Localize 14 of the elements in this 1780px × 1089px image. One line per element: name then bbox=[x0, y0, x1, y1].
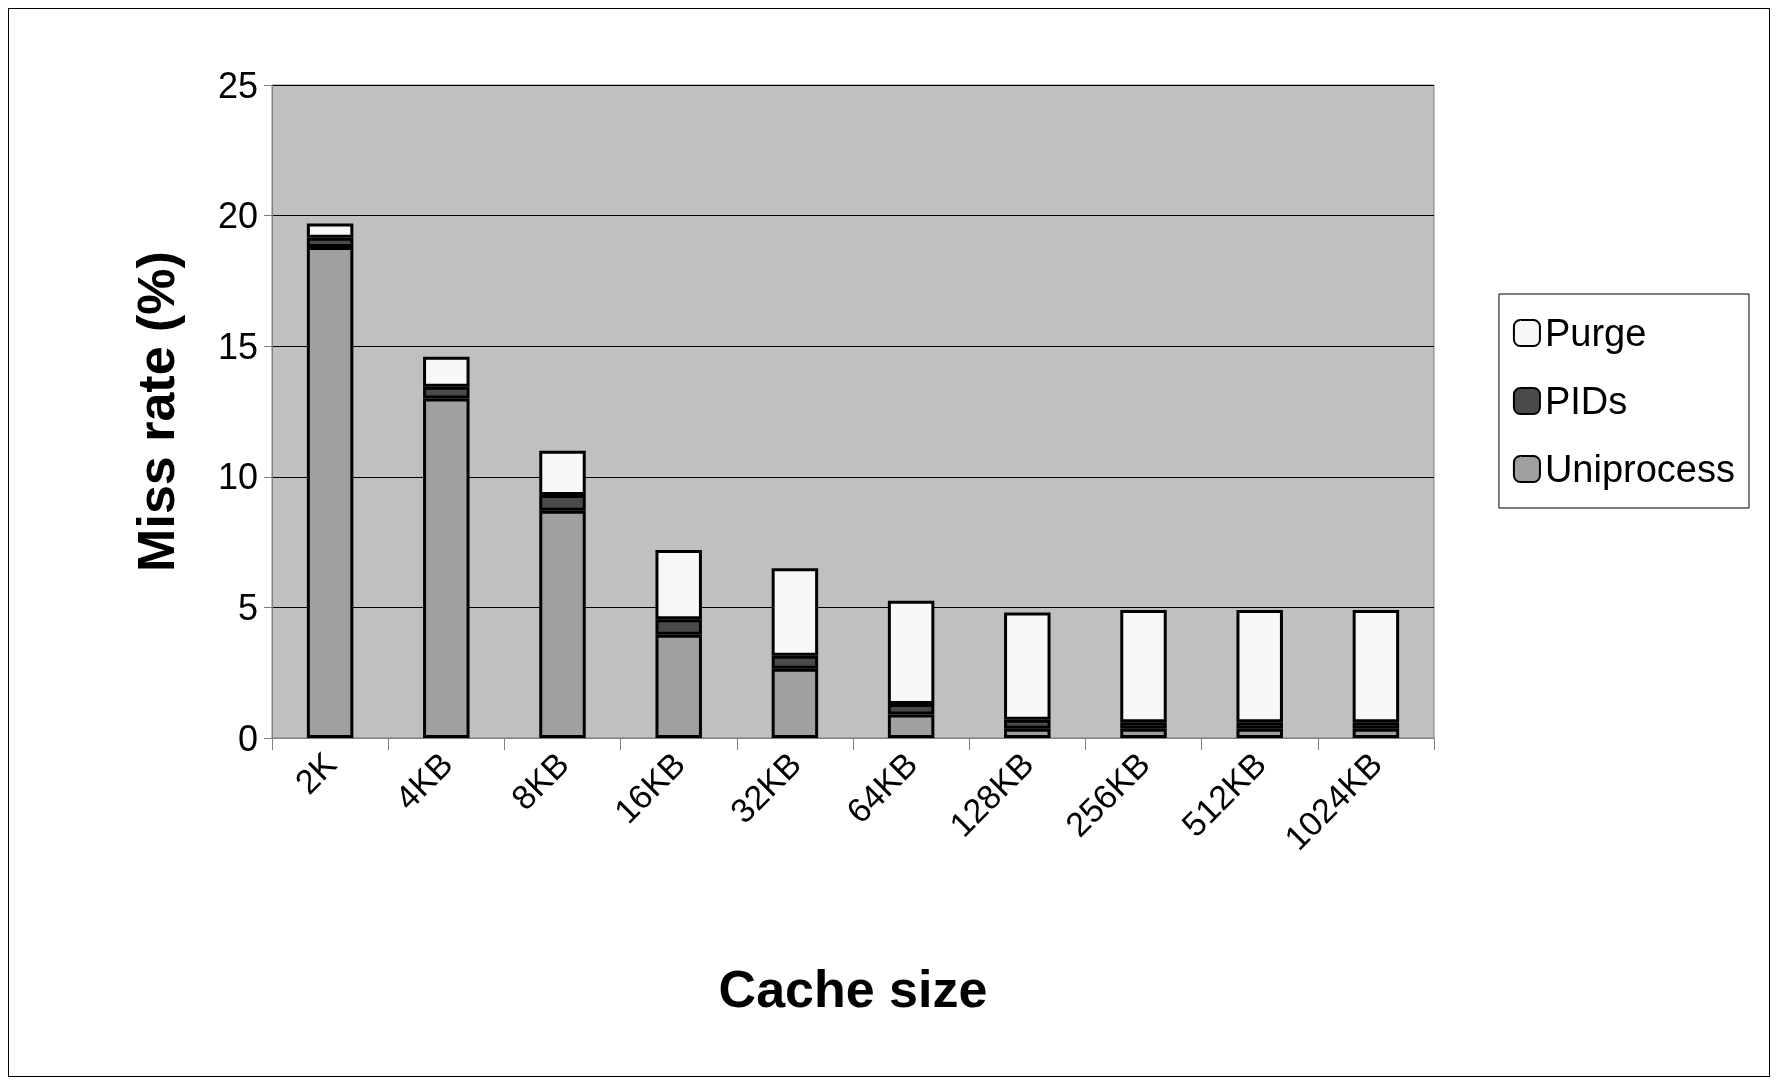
y-tick-label: 20 bbox=[217, 195, 258, 237]
legend-label: PIDs bbox=[1544, 380, 1628, 422]
x-tick-label: 4KB bbox=[387, 744, 460, 817]
y-tick-label: 10 bbox=[217, 456, 258, 498]
y-axis-title: Miss rate (%) bbox=[127, 251, 185, 572]
x-axis-title: Cache size bbox=[718, 960, 988, 1018]
y-tick-label: 25 bbox=[217, 64, 258, 106]
x-tick-label: 8KB bbox=[503, 744, 576, 817]
y-tick-label: 5 bbox=[237, 586, 258, 628]
y-tick-label: 15 bbox=[217, 325, 258, 367]
legend-label: Purge bbox=[1544, 312, 1647, 354]
x-tick-label: 2K bbox=[287, 744, 344, 801]
y-tick-label: 0 bbox=[237, 717, 258, 759]
legend-label: Uniprocess bbox=[1544, 448, 1735, 490]
